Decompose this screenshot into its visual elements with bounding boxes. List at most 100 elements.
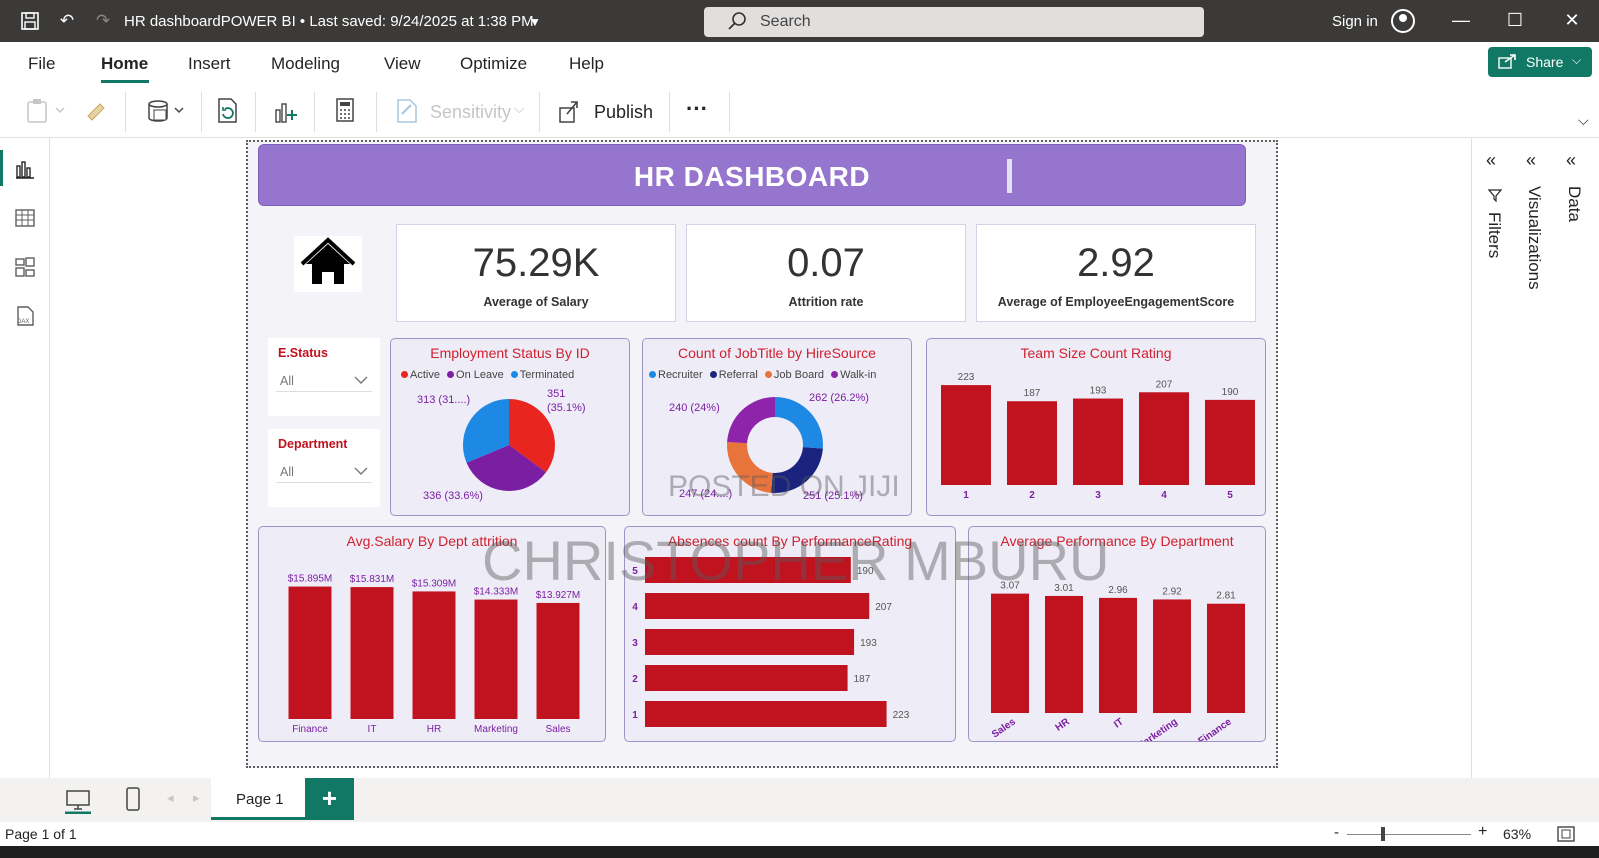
menu-help[interactable]: Help — [569, 54, 604, 73]
redo-icon[interactable]: ↷ — [95, 11, 111, 30]
avg-salary-chart[interactable]: Avg.Salary By Dept attrition $15.895M Fin… — [258, 526, 606, 742]
pie-slice — [509, 399, 555, 473]
page-tab-1[interactable]: Page 1 — [211, 778, 305, 820]
sensitivity-icon[interactable] — [395, 96, 419, 126]
kpi-card-attrition[interactable]: 0.07 Attrition rate — [686, 224, 966, 322]
minimize-icon[interactable]: — — [1452, 10, 1470, 30]
title-bar: ↶ ↷ HR dashboardPOWER BI • Last saved: 9… — [0, 0, 1599, 42]
format-painter-icon[interactable] — [84, 96, 110, 126]
close-icon[interactable]: ✕ — [1564, 10, 1580, 30]
menu-insert[interactable]: Insert — [188, 54, 231, 73]
data-label: 2.96 — [1108, 585, 1128, 596]
ribbon-separator — [539, 92, 540, 132]
new-visual-icon[interactable] — [272, 96, 300, 126]
collapse-filters-icon[interactable]: « — [1486, 150, 1497, 170]
data-label: 351 — [547, 388, 565, 400]
zoom-slider[interactable] — [1347, 834, 1471, 835]
calculator-icon[interactable] — [334, 96, 358, 126]
menu-modeling[interactable]: Modeling — [271, 54, 340, 73]
ribbon: Sensitivity ⌵ Publish ··· ⌵ — [0, 86, 1599, 138]
prev-page-icon[interactable]: ◂ — [167, 790, 174, 805]
slicer-estatus[interactable]: E.Status All — [268, 338, 380, 416]
chevron-down-icon[interactable] — [354, 372, 368, 390]
avatar-icon[interactable] — [1391, 9, 1415, 33]
os-taskbar — [0, 846, 1599, 858]
page-count: Page 1 of 1 — [5, 826, 77, 842]
refresh-icon[interactable] — [214, 96, 242, 126]
home-icon — [300, 237, 356, 284]
share-label: Share — [1526, 54, 1564, 70]
paste-icon[interactable] — [24, 96, 68, 126]
search-box[interactable]: Search — [704, 7, 1204, 37]
slicer-dropdown[interactable] — [276, 366, 372, 392]
search-placeholder: Search — [760, 13, 811, 30]
share-button[interactable]: Share ⌵ — [1488, 47, 1592, 77]
filters-pane-tab[interactable]: Filters — [1485, 212, 1504, 259]
publish-icon[interactable] — [557, 96, 583, 126]
save-icon[interactable] — [20, 11, 40, 31]
menu-view[interactable]: View — [384, 54, 421, 73]
menu-optimize[interactable]: Optimize — [460, 54, 528, 73]
axis-tick-label: Marketing — [1135, 716, 1180, 741]
menu-home[interactable]: Home — [101, 54, 149, 73]
data-label: 223 — [958, 372, 975, 383]
more-options-button[interactable]: ··· — [686, 96, 708, 121]
table-view-icon[interactable] — [14, 207, 36, 229]
get-data-icon[interactable] — [145, 96, 189, 126]
zoom-in-button[interactable]: + — [1478, 823, 1488, 840]
slicer-dropdown[interactable] — [276, 457, 372, 483]
data-pane-tab[interactable]: Data — [1565, 186, 1584, 222]
legend-entry: Referral — [718, 369, 758, 381]
ribbon-collapse-icon[interactable]: ⌵ — [1578, 112, 1589, 128]
data-label: 2.81 — [1216, 591, 1236, 602]
next-page-icon[interactable]: ▸ — [193, 790, 200, 805]
pie-slice — [466, 445, 547, 491]
axis-tick-label: HR — [1054, 716, 1073, 734]
add-page-button[interactable]: + — [305, 778, 354, 820]
report-view-icon[interactable] — [14, 158, 36, 180]
chart-legend: Active On Leave Terminated — [397, 369, 574, 381]
data-label: 193 — [1090, 386, 1107, 397]
publish-button[interactable]: Publish — [594, 102, 654, 122]
employment-status-chart[interactable]: Employment Status By ID Active On Leave … — [390, 338, 630, 516]
fit-to-page-icon[interactable] — [1557, 826, 1575, 847]
bar-chart: 190 5 207 4 193 3 187 2 223 1 — [632, 557, 910, 727]
zoom-slider-thumb[interactable] — [1381, 827, 1385, 841]
model-view-icon[interactable] — [14, 256, 36, 278]
collapse-visualizations-icon[interactable]: « — [1526, 150, 1537, 170]
home-button[interactable] — [294, 236, 362, 292]
data-label: $13.927M — [536, 590, 580, 601]
undo-icon[interactable]: ↶ — [59, 11, 75, 30]
kpi-card-engagement[interactable]: 2.92 Average of EmployeeEngagementScore — [976, 224, 1256, 322]
dashboard-title: HR DASHBOARD — [633, 161, 871, 192]
sensitivity-button[interactable]: Sensitivity — [430, 102, 512, 122]
data-label: $15.309M — [412, 578, 456, 589]
data-label: 3.07 — [1000, 581, 1020, 592]
data-label: 190 — [857, 566, 874, 577]
slicer-department[interactable]: Department All — [268, 429, 380, 507]
status-bar: Page 1 of 1 - + 63% — [0, 822, 1599, 846]
zoom-out-button[interactable]: - — [1334, 824, 1339, 841]
zoom-level: 63% — [1503, 826, 1532, 842]
absences-chart[interactable]: Absences count By PerformanceRating 190 5… — [624, 526, 956, 742]
sensitivity-chevron-icon[interactable]: ⌵ — [514, 100, 525, 116]
mobile-layout-icon[interactable] — [124, 786, 142, 817]
data-label: 190 — [1222, 387, 1239, 398]
chevron-down-icon[interactable] — [354, 463, 368, 481]
legend-swatch — [447, 371, 455, 378]
team-size-chart[interactable]: Team Size Count Rating 223 1 187 2 193 3 207 4 1… — [926, 338, 1266, 516]
collapse-data-icon[interactable]: « — [1566, 150, 1577, 170]
bar — [645, 665, 848, 691]
visualizations-pane-tab[interactable]: Visualizations — [1525, 186, 1544, 290]
desktop-layout-icon[interactable] — [64, 786, 92, 819]
title-dropdown-icon[interactable]: ▼ — [529, 15, 541, 29]
view-switcher: DAX — [0, 138, 50, 778]
menu-file[interactable]: File — [28, 54, 56, 73]
maximize-icon[interactable]: ☐ — [1506, 10, 1524, 30]
sign-in-link[interactable]: Sign in — [1332, 13, 1378, 30]
kpi-card-salary[interactable]: 75.29K Average of Salary — [396, 224, 676, 322]
avg-performance-chart[interactable]: Average Performance By Department 3.07 Sa… — [968, 526, 1266, 742]
hire-source-chart[interactable]: Count of JobTitle by HireSource Recruite… — [642, 338, 912, 516]
dax-query-view-icon[interactable]: DAX — [14, 305, 36, 327]
chart-legend: Recruiter Referral Job Board Walk-in — [645, 369, 876, 381]
